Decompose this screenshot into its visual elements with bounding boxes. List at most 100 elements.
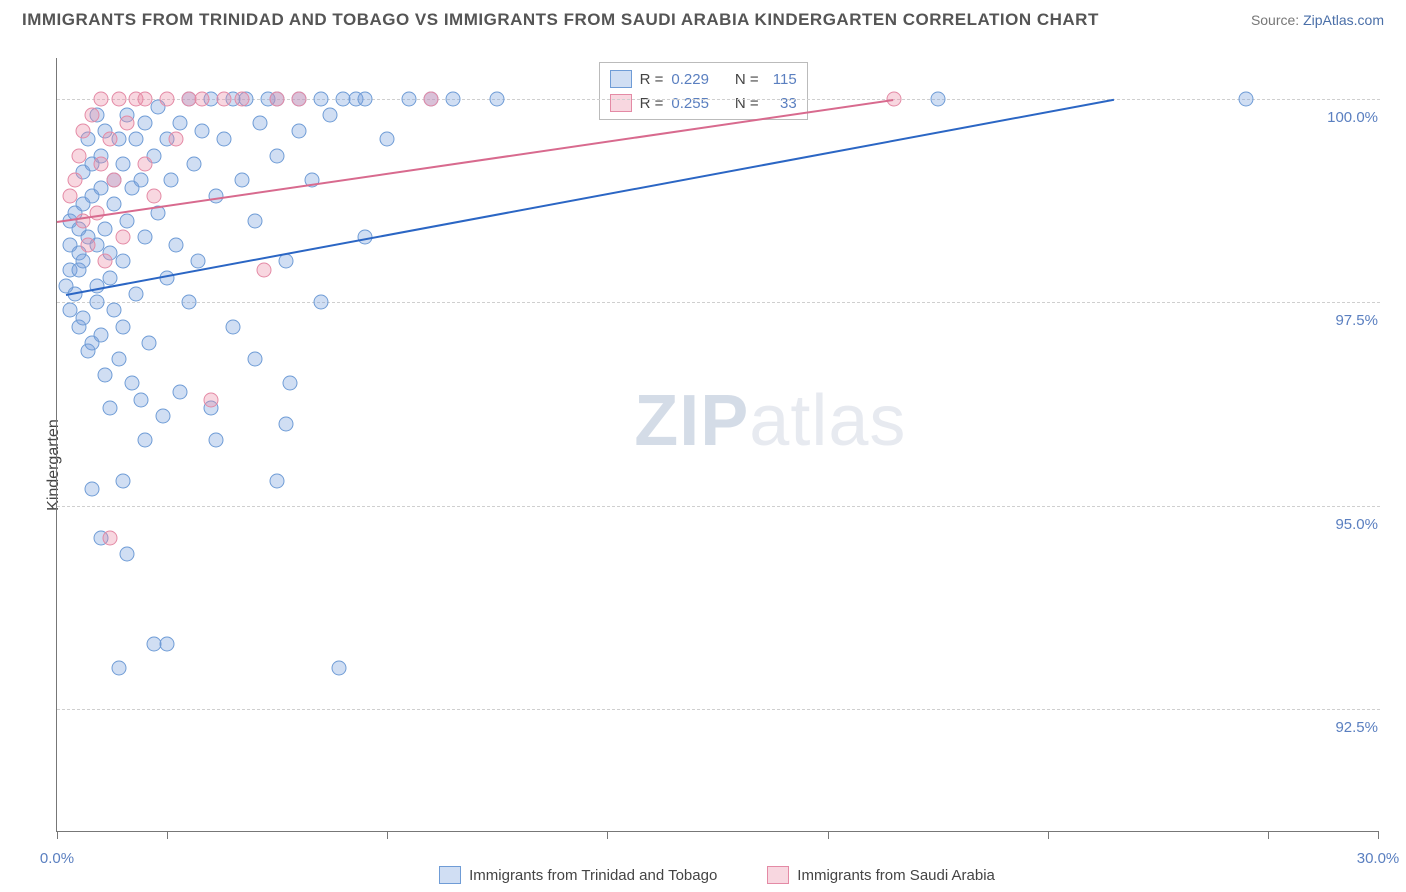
scatter-point bbox=[89, 295, 104, 310]
x-tick bbox=[387, 831, 388, 839]
scatter-point bbox=[323, 107, 338, 122]
scatter-point bbox=[402, 91, 417, 106]
scatter-point bbox=[107, 173, 122, 188]
scatter-point bbox=[138, 156, 153, 171]
scatter-point bbox=[72, 148, 87, 163]
scatter-point bbox=[278, 417, 293, 432]
x-tick bbox=[1378, 831, 1379, 839]
gridline bbox=[57, 99, 1380, 100]
scatter-point bbox=[270, 91, 285, 106]
scatter-point bbox=[1238, 91, 1253, 106]
scatter-point bbox=[226, 319, 241, 334]
n-value: 33 bbox=[767, 95, 797, 112]
r-label: R = bbox=[640, 71, 664, 88]
scatter-point bbox=[270, 148, 285, 163]
legend-swatch bbox=[610, 94, 632, 112]
scatter-point bbox=[116, 319, 131, 334]
n-label: N = bbox=[735, 95, 759, 112]
scatter-point bbox=[358, 91, 373, 106]
y-tick-label: 95.0% bbox=[1335, 516, 1380, 533]
scatter-point bbox=[102, 132, 117, 147]
scatter-point bbox=[98, 254, 113, 269]
x-tick bbox=[1048, 831, 1049, 839]
scatter-point bbox=[155, 409, 170, 424]
scatter-point bbox=[133, 392, 148, 407]
scatter-point bbox=[142, 335, 157, 350]
scatter-point bbox=[234, 173, 249, 188]
scatter-point bbox=[116, 156, 131, 171]
scatter-point bbox=[107, 197, 122, 212]
scatter-point bbox=[98, 368, 113, 383]
scatter-point bbox=[270, 474, 285, 489]
series-legend-item: Immigrants from Saudi Arabia bbox=[767, 866, 995, 884]
scatter-point bbox=[120, 547, 135, 562]
scatter-point bbox=[490, 91, 505, 106]
scatter-point bbox=[129, 132, 144, 147]
scatter-point bbox=[76, 124, 91, 139]
scatter-point bbox=[107, 303, 122, 318]
scatter-point bbox=[208, 433, 223, 448]
scatter-point bbox=[76, 254, 91, 269]
scatter-point bbox=[314, 295, 329, 310]
scatter-point bbox=[283, 376, 298, 391]
scatter-point bbox=[80, 238, 95, 253]
chart-title: IMMIGRANTS FROM TRINIDAD AND TOBAGO VS I… bbox=[22, 10, 1099, 30]
x-tick-label: 0.0% bbox=[40, 850, 74, 867]
n-label: N = bbox=[735, 71, 759, 88]
scatter-point bbox=[116, 474, 131, 489]
gridline bbox=[57, 506, 1380, 507]
x-tick-label: 30.0% bbox=[1357, 850, 1400, 867]
scatter-point bbox=[138, 116, 153, 131]
scatter-point bbox=[314, 91, 329, 106]
scatter-point bbox=[446, 91, 461, 106]
scatter-point bbox=[111, 91, 126, 106]
scatter-point bbox=[138, 230, 153, 245]
scatter-point bbox=[292, 124, 307, 139]
scatter-plot: ZIPatlas R =0.229N =115R =0.255N =33 92.… bbox=[56, 58, 1378, 832]
scatter-point bbox=[182, 295, 197, 310]
scatter-point bbox=[111, 661, 126, 676]
scatter-point bbox=[204, 392, 219, 407]
scatter-point bbox=[146, 189, 161, 204]
scatter-point bbox=[331, 661, 346, 676]
r-label: R = bbox=[640, 95, 664, 112]
scatter-point bbox=[173, 116, 188, 131]
scatter-point bbox=[63, 189, 78, 204]
source-attribution: Source: ZipAtlas.com bbox=[1251, 12, 1384, 28]
scatter-point bbox=[256, 262, 271, 277]
series-name: Immigrants from Saudi Arabia bbox=[797, 867, 995, 884]
legend-swatch bbox=[610, 70, 632, 88]
gridline bbox=[57, 709, 1380, 710]
scatter-point bbox=[94, 181, 109, 196]
scatter-point bbox=[102, 270, 117, 285]
scatter-point bbox=[160, 636, 175, 651]
scatter-point bbox=[120, 213, 135, 228]
scatter-point bbox=[217, 91, 232, 106]
scatter-point bbox=[190, 254, 205, 269]
r-value: 0.255 bbox=[671, 95, 709, 112]
scatter-point bbox=[186, 156, 201, 171]
scatter-point bbox=[138, 433, 153, 448]
scatter-point bbox=[252, 116, 267, 131]
scatter-point bbox=[124, 376, 139, 391]
y-tick-label: 97.5% bbox=[1335, 312, 1380, 329]
scatter-point bbox=[138, 91, 153, 106]
scatter-point bbox=[85, 107, 100, 122]
scatter-point bbox=[102, 400, 117, 415]
source-link[interactable]: ZipAtlas.com bbox=[1303, 12, 1384, 28]
scatter-point bbox=[292, 91, 307, 106]
scatter-point bbox=[76, 311, 91, 326]
scatter-point bbox=[248, 352, 263, 367]
scatter-point bbox=[85, 482, 100, 497]
scatter-point bbox=[195, 91, 210, 106]
series-legend: Immigrants from Trinidad and Tobago Immig… bbox=[56, 866, 1378, 884]
scatter-point bbox=[278, 254, 293, 269]
scatter-point bbox=[248, 213, 263, 228]
chart-area: Kindergarten ZIPatlas R =0.229N =115R =0… bbox=[0, 38, 1406, 892]
legend-row: R = 0.255 N = 33 bbox=[610, 91, 797, 115]
x-tick bbox=[607, 831, 608, 839]
scatter-point bbox=[234, 91, 249, 106]
scatter-point bbox=[424, 91, 439, 106]
scatter-point bbox=[168, 238, 183, 253]
series-legend-item: Immigrants from Trinidad and Tobago bbox=[439, 866, 717, 884]
